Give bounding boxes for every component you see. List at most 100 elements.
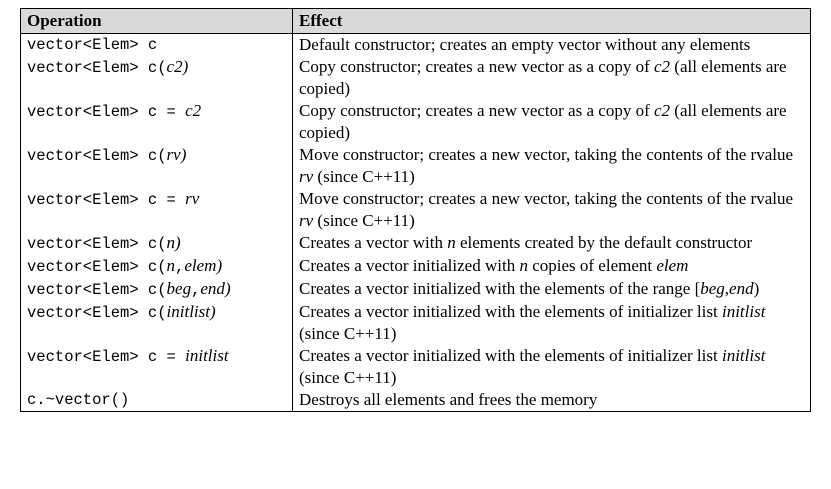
effect-text: (all elements are copied) <box>299 101 787 142</box>
operation-code: vector<Elem> c = <box>27 348 186 366</box>
operation-argument: end <box>200 279 225 298</box>
operation-cell: vector<Elem> c(n) <box>20 232 293 255</box>
operation-code: vector<Elem> c( <box>27 59 167 77</box>
operation-cell: c.~vector() <box>20 389 293 412</box>
effect-italic-term: rv <box>299 167 314 186</box>
operation-argument: beg <box>166 279 192 298</box>
effect-cell: Copy constructor; creates a new vector a… <box>293 56 811 100</box>
operation-code: c.~vector() <box>27 391 130 409</box>
operation-argument: c2 <box>166 57 183 76</box>
operation-code: vector<Elem> c( <box>27 258 167 276</box>
effect-cell: Creates a vector initialized with the el… <box>293 301 811 345</box>
effect-text: Creates a vector initialized with <box>299 256 520 275</box>
effect-text: (since C++11) <box>299 324 397 343</box>
operation-argument: c2 <box>185 101 202 120</box>
effect-text: (since C++11) <box>299 368 397 387</box>
effect-cell: Default constructor; creates an empty ve… <box>293 34 811 57</box>
effect-italic-term: beg <box>700 279 725 298</box>
operation-code: vector<Elem> c = <box>27 191 186 209</box>
operation-argument: n <box>166 233 176 252</box>
effect-italic-term: c2 <box>653 101 671 120</box>
effect-italic-term: end <box>729 279 754 298</box>
effect-text: (since C++11) <box>313 211 415 230</box>
effect-italic-term: initlist <box>721 302 766 321</box>
effect-text: copies of element <box>527 256 657 275</box>
effect-text: Copy constructor; creates a new vector a… <box>299 101 654 120</box>
operation-code: , <box>191 281 201 299</box>
table-row: vector<Elem> c(beg,end) Creates a vector… <box>20 278 811 301</box>
operation-cell: vector<Elem> c <box>20 33 293 56</box>
operation-cell: vector<Elem> c = c2 <box>20 100 293 144</box>
effect-italic-term: n <box>519 256 528 275</box>
operation-cell: vector<Elem> c = rv <box>20 188 293 232</box>
effect-text: Default constructor; creates an empty ve… <box>299 35 751 54</box>
operation-argument: initlist <box>166 302 210 321</box>
effect-text: Creates a vector initialized with the el… <box>299 346 722 365</box>
effect-text: Destroys all elements and frees the memo… <box>299 390 598 409</box>
vector-constructors-table-container: Operation Effect vector<Elem> c Default … <box>20 8 811 412</box>
operation-argument: ) <box>216 256 223 275</box>
operation-code: vector<Elem> c( <box>27 281 167 299</box>
effect-cell: Copy constructor; creates a new vector a… <box>293 100 811 144</box>
effect-italic-term: rv <box>299 211 314 230</box>
table-row: vector<Elem> c(n,elem) Creates a vector … <box>20 255 811 278</box>
table-body: vector<Elem> c Default constructor; crea… <box>20 33 811 412</box>
table-row: vector<Elem> c(n) Creates a vector with … <box>20 232 811 255</box>
operation-code: vector<Elem> c = <box>27 103 186 121</box>
effect-italic-term: elem <box>656 256 689 275</box>
operation-argument: elem <box>184 256 217 275</box>
table-row: vector<Elem> c = rv Move constructor; cr… <box>20 188 811 232</box>
table-row: vector<Elem> c = initlist Creates a vect… <box>20 345 811 389</box>
operation-argument: ) <box>224 279 231 298</box>
operation-column-header: Operation <box>20 8 293 34</box>
operation-cell: vector<Elem> c(rv) <box>20 144 293 188</box>
operation-code: vector<Elem> c( <box>27 304 167 322</box>
effect-text: Creates a vector initialized with the el… <box>299 302 722 321</box>
table-row: c.~vector() Destroys all elements and fr… <box>20 389 811 412</box>
table-row: vector<Elem> c = c2 Copy constructor; cr… <box>20 100 811 144</box>
operation-argument: rv <box>166 145 181 164</box>
effect-text: , <box>724 279 730 298</box>
effect-text: Copy constructor; creates a new vector a… <box>299 57 654 76</box>
table-row: vector<Elem> c(rv) Move constructor; cre… <box>20 144 811 188</box>
effect-text: Move constructor; creates a new vector, … <box>299 145 794 164</box>
effect-text: Creates a vector with <box>299 233 448 252</box>
effect-cell: Destroys all elements and frees the memo… <box>293 389 811 412</box>
operation-code: vector<Elem> c( <box>27 147 167 165</box>
table-row: vector<Elem> c(initlist) Creates a vecto… <box>20 301 811 345</box>
operation-argument: rv <box>185 189 200 208</box>
operation-cell: vector<Elem> c = initlist <box>20 345 293 389</box>
operation-argument: ) <box>210 302 216 321</box>
effect-text: (all elements are copied) <box>299 57 787 98</box>
operation-cell: vector<Elem> c(n,elem) <box>20 255 293 278</box>
vector-constructors-table: Operation Effect vector<Elem> c Default … <box>20 8 811 412</box>
operation-argument: ) <box>180 145 187 164</box>
operation-argument: n <box>166 256 176 275</box>
operation-cell: vector<Elem> c(c2) <box>20 56 293 100</box>
operation-argument: ) <box>175 233 181 252</box>
table-row: vector<Elem> c(c2) Copy constructor; cre… <box>20 56 811 100</box>
effect-column-header: Effect <box>292 8 811 34</box>
effect-italic-term: initlist <box>721 346 766 365</box>
operation-code: vector<Elem> c <box>27 36 158 54</box>
effect-text: Creates a vector initialized with the el… <box>299 279 701 298</box>
operation-code: vector<Elem> c( <box>27 235 167 253</box>
operation-code: , <box>175 258 185 276</box>
operation-argument: initlist <box>185 346 229 365</box>
effect-cell: Creates a vector initialized with the el… <box>293 345 811 389</box>
table-row: vector<Elem> c Default constructor; crea… <box>20 33 811 57</box>
table-header-row: Operation Effect <box>20 8 811 34</box>
effect-text: (since C++11) <box>313 167 415 186</box>
operation-argument: ) <box>182 57 189 76</box>
effect-cell: Move constructor; creates a new vector, … <box>293 144 811 188</box>
effect-italic-term: n <box>447 233 456 252</box>
effect-italic-term: c2 <box>653 57 671 76</box>
effect-cell: Creates a vector initialized with the el… <box>293 278 811 301</box>
effect-text: Move constructor; creates a new vector, … <box>299 189 794 208</box>
effect-cell: Creates a vector initialized with n copi… <box>293 255 811 278</box>
operation-cell: vector<Elem> c(initlist) <box>20 301 293 345</box>
operation-cell: vector<Elem> c(beg,end) <box>20 278 293 301</box>
effect-cell: Creates a vector with n elements created… <box>293 232 811 255</box>
effect-text: ) <box>753 279 760 298</box>
effect-cell: Move constructor; creates a new vector, … <box>293 188 811 232</box>
